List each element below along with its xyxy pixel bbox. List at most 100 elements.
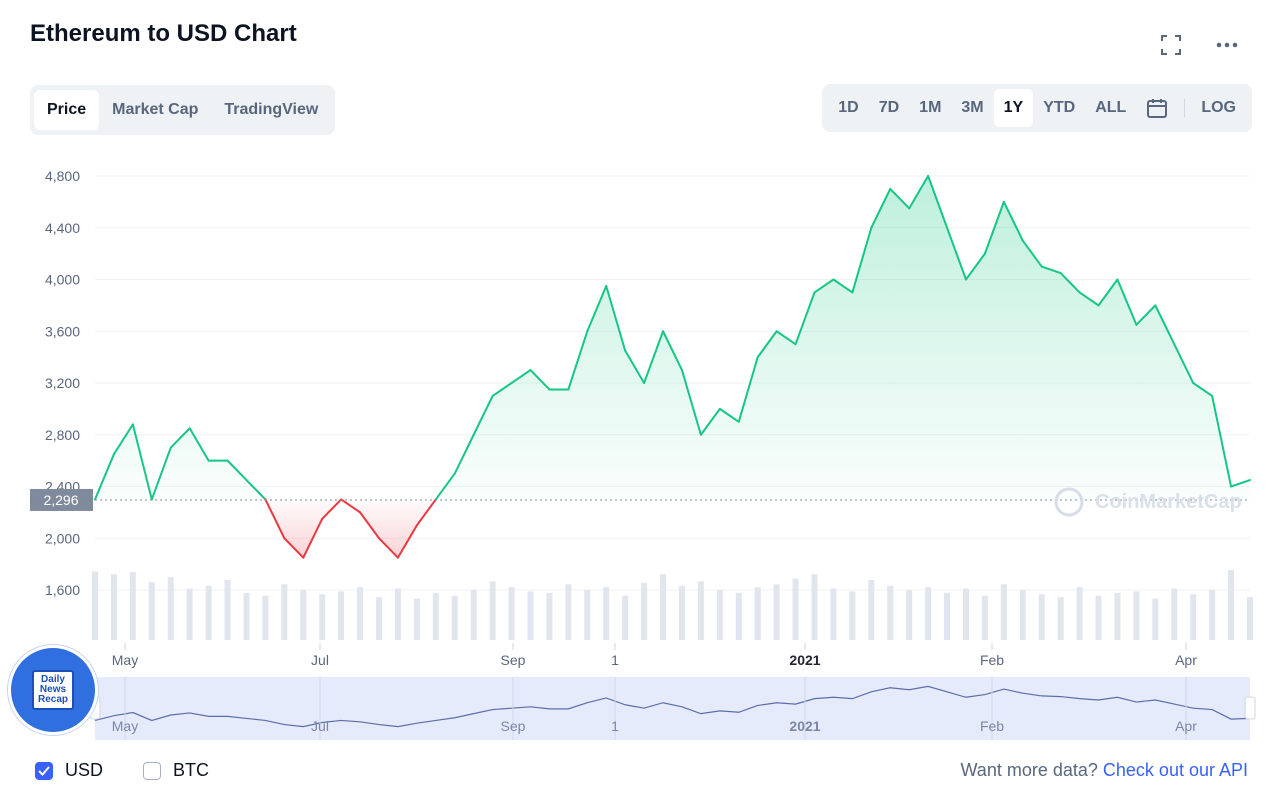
range-7d[interactable]: 7D [878, 99, 900, 116]
volume-bar [1247, 597, 1253, 640]
price-line-segment [169, 427, 191, 449]
x-tick-label: Sep [501, 652, 526, 668]
price-line-segment [1040, 265, 1062, 275]
price-line-segment [453, 433, 475, 475]
price-line-segment [851, 226, 873, 294]
navigator-tick-label: May [112, 718, 138, 734]
volume-bar [394, 588, 401, 640]
volume-bar [527, 591, 534, 640]
price-line-segment [567, 330, 589, 391]
price-line-segment [226, 459, 248, 482]
usd-checkbox[interactable] [35, 761, 53, 780]
price-line-segment [1211, 394, 1233, 488]
volume-bar [1057, 597, 1064, 640]
range-1d[interactable]: 1D [838, 99, 859, 116]
price-line-segment [472, 394, 494, 436]
range-1y[interactable]: 1Y [993, 89, 1034, 127]
volume-bar [1228, 570, 1235, 640]
api-question: Want more data? [960, 760, 1098, 780]
api-promo: Want more data? Check out our API [960, 760, 1248, 781]
calendar-icon[interactable] [1136, 89, 1178, 127]
daily-news-recap-badge[interactable]: Daily News Recap [8, 645, 98, 735]
page-title: Ethereum to USD Chart [30, 20, 297, 47]
volume-bar [925, 587, 932, 640]
volume-bar [735, 592, 742, 640]
y-tick-label: 4,400 [45, 220, 80, 236]
price-line-segment [794, 291, 816, 346]
price-line-segment [927, 175, 949, 229]
volume-bar [1171, 588, 1178, 640]
volume-bar [849, 591, 856, 640]
volume-bar [868, 580, 875, 640]
volume-bar [697, 581, 704, 640]
x-tick-label: Feb [980, 652, 1004, 668]
volume-bar [92, 571, 98, 640]
range-1m[interactable]: 1M [919, 99, 942, 116]
y-tick-label: 2,000 [45, 530, 80, 546]
more-icon[interactable] [1214, 32, 1240, 58]
volume-bar [205, 585, 212, 640]
volume-bar [565, 584, 572, 640]
volume-bar [281, 584, 288, 640]
volume-bar [413, 598, 420, 640]
watermark-text: CoinMarketCap [1095, 491, 1242, 513]
btc-checkbox[interactable] [143, 761, 162, 780]
tab-price[interactable]: Price [34, 90, 100, 130]
price-line-segment [510, 369, 532, 384]
price-chart[interactable]: 4,8004,4004,0003,6003,2002,8002,4002,000… [0, 140, 1280, 750]
price-line-segment [1097, 278, 1119, 307]
price-line-segment [870, 187, 892, 229]
badge-line-1: Daily [41, 674, 65, 685]
price-label-box [30, 488, 93, 511]
volume-bar [1114, 592, 1121, 640]
volume-bar [129, 572, 136, 640]
range-ytd[interactable]: YTD [1043, 99, 1076, 116]
y-tick-label: 4,000 [45, 272, 80, 288]
volume-bar [678, 585, 685, 640]
price-line-segment [283, 537, 305, 559]
range-3m[interactable]: 3M [961, 99, 984, 116]
badge-text: Daily News Recap [31, 670, 74, 710]
price-line-segment [1154, 304, 1176, 346]
badge-line-3: Recap [37, 694, 68, 705]
price-line-segment [813, 278, 835, 294]
navigator-handle-right[interactable] [1244, 696, 1256, 720]
price-line-segment [1078, 291, 1100, 307]
y-tick-label: 1,600 [45, 582, 80, 598]
x-tick-label: Apr [1175, 652, 1197, 668]
navigator-line [94, 685, 1251, 728]
price-line-segment [1135, 304, 1157, 326]
volume-bar [830, 588, 837, 640]
price-line-segment [624, 349, 646, 384]
price-line-segment [662, 330, 683, 372]
volume-bar [300, 590, 307, 640]
price-area-up [95, 176, 1250, 500]
price-line-segment [964, 252, 986, 281]
api-link[interactable]: Check out our API [1102, 760, 1248, 780]
volume-bar [1133, 591, 1140, 640]
tab-market-cap[interactable]: Market Cap [112, 101, 199, 118]
volume-bar [357, 587, 364, 640]
price-line-segment [396, 524, 418, 559]
price-line-segment [718, 407, 740, 423]
price-line-segment [131, 423, 153, 501]
volume-bar [262, 595, 269, 640]
volume-bar [754, 587, 761, 640]
price-line-segment [491, 382, 513, 397]
price-line-segment [680, 369, 702, 436]
navigator-tick-label: Feb [980, 718, 1004, 734]
range-log[interactable]: LOG [1201, 99, 1236, 116]
range-all[interactable]: ALL [1095, 99, 1127, 116]
price-line-segment [605, 284, 627, 352]
volume-bar [1209, 590, 1216, 640]
volume-bar [1000, 584, 1007, 640]
volume-bar [660, 574, 667, 640]
volume-bar [603, 587, 610, 640]
navigator-tick-label: Apr [1175, 718, 1197, 734]
price-line-segment [1230, 479, 1251, 488]
fullscreen-icon[interactable] [1158, 32, 1184, 58]
price-line-segment [1002, 200, 1024, 242]
price-line-segment [434, 472, 456, 501]
tab-tradingview[interactable]: TradingView [224, 101, 319, 118]
volume-bar [432, 592, 439, 640]
